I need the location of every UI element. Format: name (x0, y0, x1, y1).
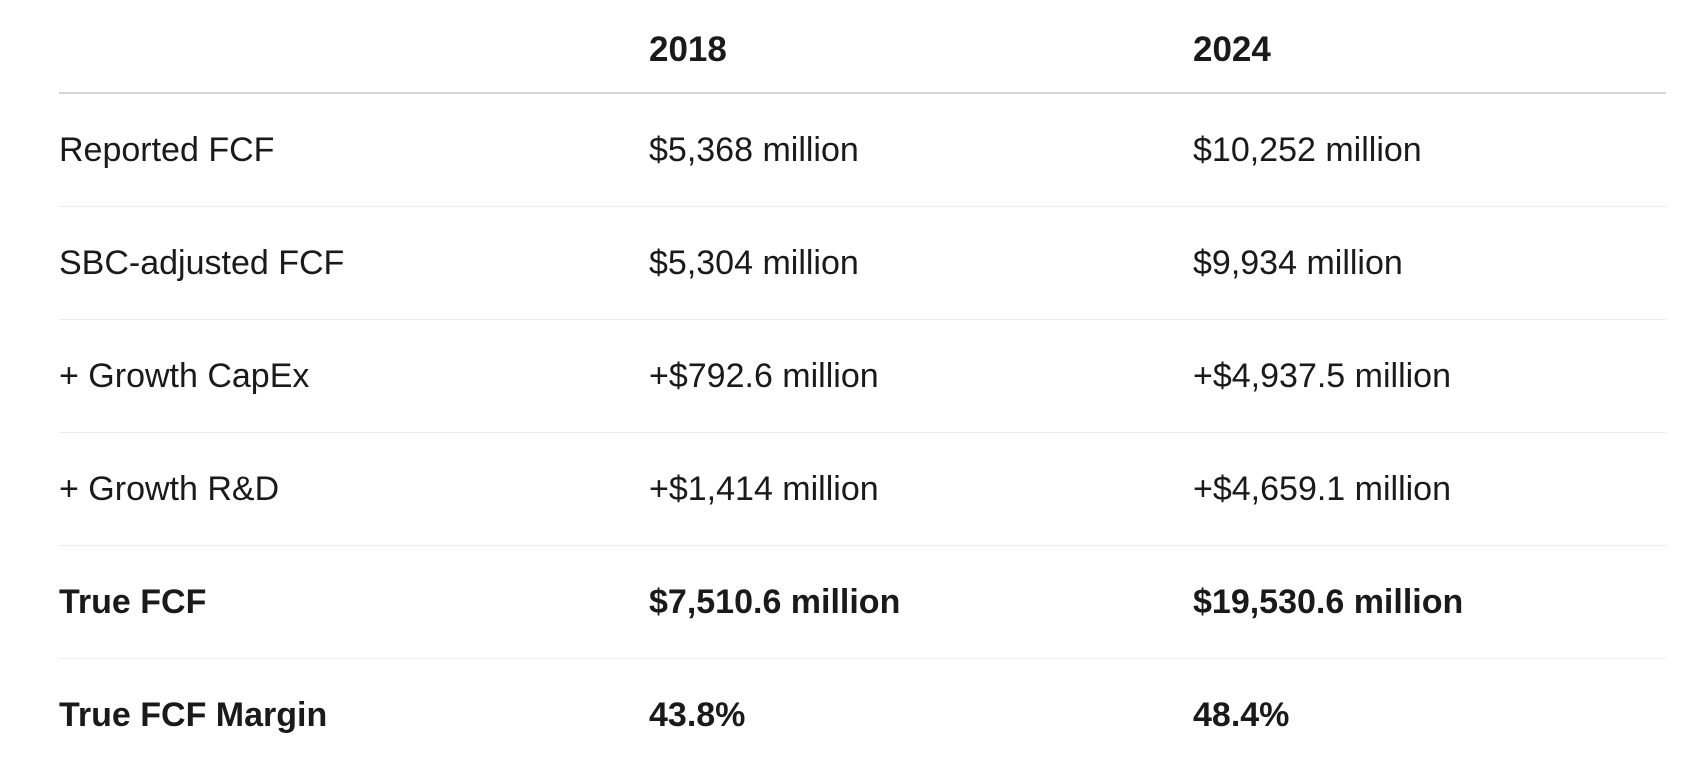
row-label: + Growth R&D (59, 432, 649, 546)
cell-2024: +$4,659.1 million (1193, 432, 1666, 546)
cell-2024: $9,934 million (1193, 206, 1666, 320)
table-row-sbc-adjusted-fcf: SBC-adjusted FCF $5,304 million $9,934 m… (59, 206, 1666, 320)
table-row-reported-fcf: Reported FCF $5,368 million $10,252 mill… (59, 93, 1666, 207)
fcf-comparison-table-container: 2018 2024 Reported FCF $5,368 million $1… (59, 0, 1666, 771)
fcf-comparison-table: 2018 2024 Reported FCF $5,368 million $1… (59, 0, 1666, 771)
table-row-growth-capex: + Growth CapEx +$792.6 million +$4,937.5… (59, 319, 1666, 433)
cell-2018: $5,368 million (649, 93, 1193, 207)
table-row-true-fcf-margin: True FCF Margin 43.8% 48.4% (59, 659, 1666, 772)
table-body: Reported FCF $5,368 million $10,252 mill… (59, 93, 1666, 771)
row-label: True FCF (59, 545, 649, 659)
cell-2018: +$1,414 million (649, 432, 1193, 546)
row-label: Reported FCF (59, 93, 649, 207)
row-label: + Growth CapEx (59, 319, 649, 433)
table-row-growth-rnd: + Growth R&D +$1,414 million +$4,659.1 m… (59, 432, 1666, 546)
table-header: 2018 2024 (59, 0, 1666, 94)
table-row-true-fcf: True FCF $7,510.6 million $19,530.6 mill… (59, 545, 1666, 659)
header-label-column (59, 0, 649, 94)
row-label: True FCF Margin (59, 695, 328, 734)
header-year-2018: 2018 (649, 0, 1193, 94)
cell-2018: +$792.6 million (649, 319, 1193, 433)
header-row: 2018 2024 (59, 0, 1666, 94)
cell-2024: +$4,937.5 million (1193, 319, 1666, 433)
cell-2018: 43.8% (649, 695, 746, 734)
cell-2024: $10,252 million (1193, 93, 1666, 207)
header-year-2024: 2024 (1193, 0, 1666, 94)
cell-2024: 48.4% (1193, 695, 1290, 734)
row-label: SBC-adjusted FCF (59, 206, 649, 320)
cell-2018: $7,510.6 million (649, 545, 1193, 659)
cell-2024: $19,530.6 million (1193, 545, 1666, 659)
cell-2018: $5,304 million (649, 206, 1193, 320)
